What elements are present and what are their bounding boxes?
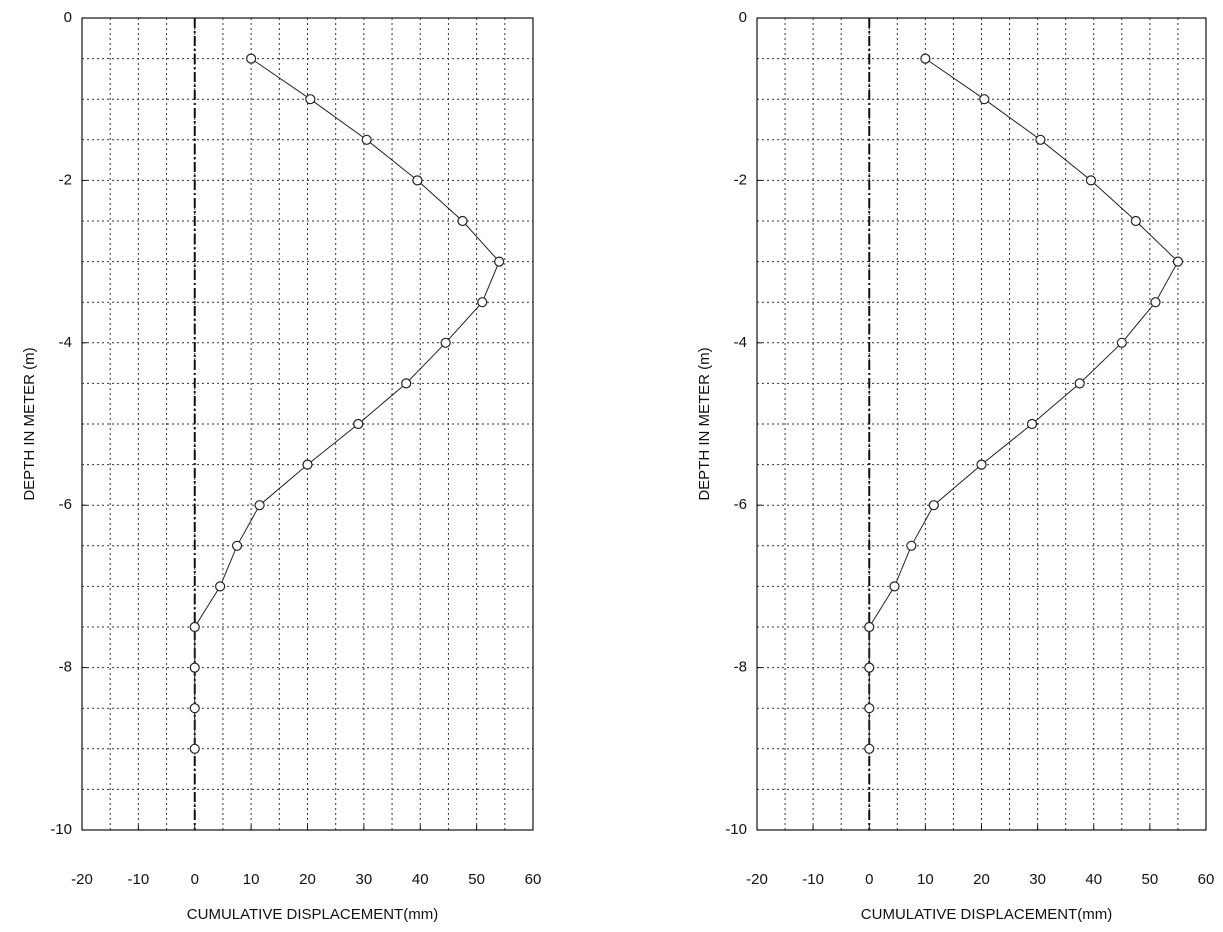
y-tick-label: 0 bbox=[64, 9, 72, 26]
data-point bbox=[302, 459, 313, 470]
data-point bbox=[254, 500, 265, 511]
data-point bbox=[920, 53, 931, 64]
data-point bbox=[864, 743, 875, 754]
x-tick-label: 30 bbox=[356, 871, 373, 888]
x-tick-label: 50 bbox=[1142, 871, 1159, 888]
data-point bbox=[979, 94, 990, 105]
x-axis-title: CUMULATIVE DISPLACEMENT(mm) bbox=[187, 906, 438, 923]
data-point bbox=[976, 459, 987, 470]
data-point bbox=[1074, 378, 1085, 389]
x-tick-label: 60 bbox=[1198, 871, 1215, 888]
y-tick-label: -8 bbox=[734, 659, 747, 676]
data-line bbox=[868, 58, 1179, 749]
data-point bbox=[1150, 297, 1161, 308]
x-tick-label: 40 bbox=[1085, 871, 1102, 888]
y-tick-label: -2 bbox=[734, 171, 747, 188]
y-tick-label: -10 bbox=[725, 821, 747, 838]
x-tick-label: 50 bbox=[468, 871, 485, 888]
data-point bbox=[1026, 418, 1038, 430]
y-tick-label: 0 bbox=[739, 9, 747, 26]
data-point bbox=[189, 743, 200, 754]
data-point bbox=[246, 53, 257, 64]
data-point bbox=[864, 662, 875, 673]
y-tick-label: -8 bbox=[59, 659, 72, 676]
data-point bbox=[1130, 215, 1141, 227]
data-point bbox=[189, 662, 200, 673]
x-tick-label: 20 bbox=[299, 871, 316, 888]
data-point bbox=[189, 621, 200, 633]
y-tick-label: -4 bbox=[59, 334, 72, 351]
data-point bbox=[1172, 256, 1184, 267]
data-point bbox=[864, 703, 875, 714]
data-point bbox=[305, 94, 316, 105]
x-tick-label: -10 bbox=[802, 871, 824, 888]
y-tick-label: -2 bbox=[59, 171, 72, 188]
x-tick-label: 0 bbox=[865, 871, 873, 888]
y-tick-label: -10 bbox=[50, 821, 72, 838]
data-point bbox=[889, 581, 900, 592]
data-point bbox=[1035, 134, 1046, 145]
y-tick-label: -4 bbox=[734, 334, 747, 351]
data-point bbox=[231, 540, 243, 551]
data-point bbox=[440, 337, 451, 348]
data-point bbox=[864, 621, 875, 633]
x-tick-label: 30 bbox=[1029, 871, 1046, 888]
x-axis-title: CUMULATIVE DISPLACEMENT(mm) bbox=[861, 906, 1112, 923]
x-tick-label: 0 bbox=[191, 871, 199, 888]
y-tick-label: -6 bbox=[59, 496, 72, 513]
data-point bbox=[215, 581, 226, 592]
data-point bbox=[906, 540, 917, 551]
y-tick-label: -6 bbox=[734, 496, 747, 513]
data-point bbox=[494, 256, 505, 267]
x-tick-label: -20 bbox=[71, 871, 93, 888]
y-axis-title: DEPTH IN METER (m) bbox=[21, 347, 38, 500]
x-tick-label: 40 bbox=[412, 871, 429, 888]
data-point bbox=[477, 297, 488, 308]
data-point bbox=[189, 703, 200, 714]
data-point bbox=[1116, 337, 1127, 348]
data-point bbox=[361, 134, 372, 145]
x-tick-label: -10 bbox=[128, 871, 150, 888]
data-point bbox=[1085, 175, 1097, 186]
data-line bbox=[194, 58, 500, 749]
x-tick-label: 60 bbox=[525, 871, 542, 888]
data-point bbox=[412, 175, 423, 186]
data-point bbox=[401, 378, 412, 389]
x-tick-label: -20 bbox=[746, 871, 768, 888]
data-point bbox=[457, 215, 468, 227]
x-tick-label: 20 bbox=[973, 871, 990, 888]
data-point bbox=[928, 500, 939, 511]
data-point bbox=[353, 418, 364, 430]
y-axis-title: DEPTH IN METER (m) bbox=[696, 347, 713, 500]
x-tick-label: 10 bbox=[243, 871, 260, 888]
x-tick-label: 10 bbox=[917, 871, 934, 888]
